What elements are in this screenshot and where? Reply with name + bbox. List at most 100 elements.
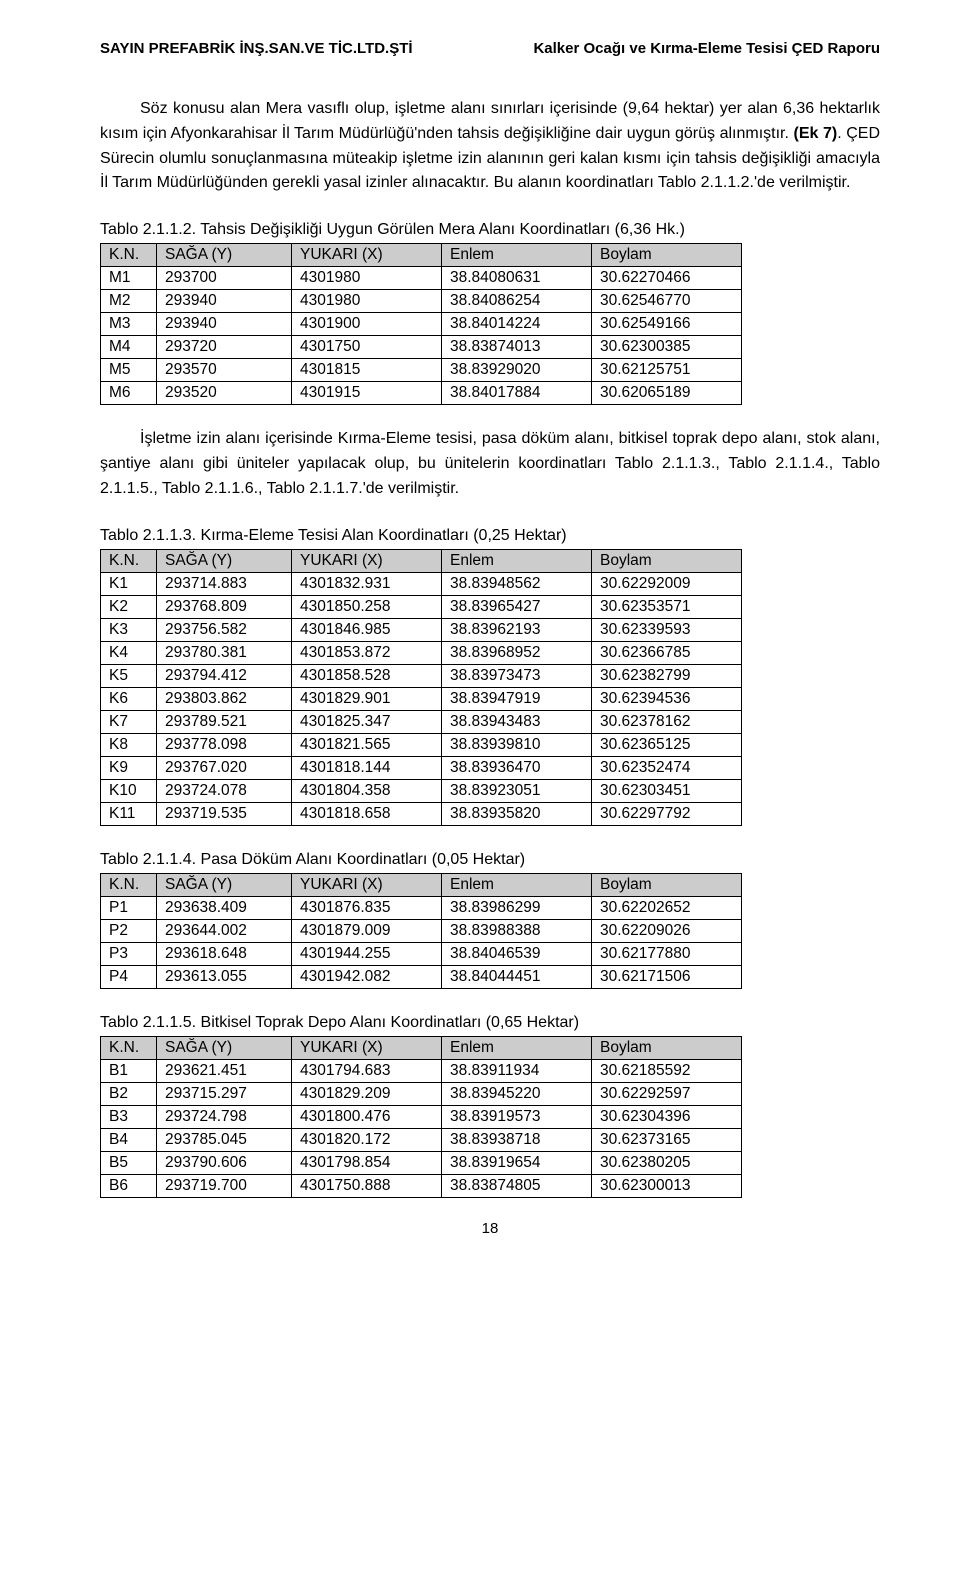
table-cell: 4301858.528 bbox=[292, 664, 442, 687]
table-cell: 30.62270466 bbox=[592, 267, 742, 290]
table-cell: 30.62292597 bbox=[592, 1083, 742, 1106]
table-row: K10293724.0784301804.35838.8392305130.62… bbox=[101, 779, 742, 802]
col-yx: YUKARI (X) bbox=[292, 1037, 442, 1060]
table-cell: 38.84080631 bbox=[442, 267, 592, 290]
table-cell: 38.83935820 bbox=[442, 802, 592, 825]
table-cell: 30.62352474 bbox=[592, 756, 742, 779]
table-cell: 4301879.009 bbox=[292, 920, 442, 943]
table-cell: 293644.002 bbox=[157, 920, 292, 943]
col-bo: Boylam bbox=[592, 244, 742, 267]
table-cell: 38.83939810 bbox=[442, 733, 592, 756]
table-cell: 4301876.835 bbox=[292, 897, 442, 920]
table-cell: 4301942.082 bbox=[292, 966, 442, 989]
table-cell: 30.62382799 bbox=[592, 664, 742, 687]
table2-body: M1293700430198038.8408063130.62270466M22… bbox=[101, 267, 742, 405]
table-row: B3293724.7984301800.47638.8391957330.623… bbox=[101, 1106, 742, 1129]
col-sy: SAĞA (Y) bbox=[157, 1037, 292, 1060]
table-cell: 293720 bbox=[157, 336, 292, 359]
table-cell: K3 bbox=[101, 618, 157, 641]
table-cell: 293780.381 bbox=[157, 641, 292, 664]
table-row: K7293789.5214301825.34738.8394348330.623… bbox=[101, 710, 742, 733]
table-cell: 4301915 bbox=[292, 382, 442, 405]
table-row: K4293780.3814301853.87238.8396895230.623… bbox=[101, 641, 742, 664]
col-sy: SAĞA (Y) bbox=[157, 549, 292, 572]
table-cell: 293724.798 bbox=[157, 1106, 292, 1129]
table-cell: 30.62065189 bbox=[592, 382, 742, 405]
table-cell: 4301850.258 bbox=[292, 595, 442, 618]
para1-a: Söz konusu alan Mera vasıflı olup, işlet… bbox=[100, 100, 880, 142]
table-cell: 38.83923051 bbox=[442, 779, 592, 802]
table-cell: 293621.451 bbox=[157, 1060, 292, 1083]
table-cell: B5 bbox=[101, 1152, 157, 1175]
table-cell: 4301829.209 bbox=[292, 1083, 442, 1106]
table-cell: K6 bbox=[101, 687, 157, 710]
table-cell: P1 bbox=[101, 897, 157, 920]
table-cell: 4301846.985 bbox=[292, 618, 442, 641]
table-cell: 293700 bbox=[157, 267, 292, 290]
table-cell: 4301804.358 bbox=[292, 779, 442, 802]
col-yx: YUKARI (X) bbox=[292, 244, 442, 267]
table-header-row: K.N. SAĞA (Y) YUKARI (X) Enlem Boylam bbox=[101, 874, 742, 897]
table-cell: 30.62373165 bbox=[592, 1129, 742, 1152]
table-cell: 38.83919654 bbox=[442, 1152, 592, 1175]
table-cell: 293940 bbox=[157, 290, 292, 313]
table-cell: 38.83947919 bbox=[442, 687, 592, 710]
table-cell: M3 bbox=[101, 313, 157, 336]
header-right: Kalker Ocağı ve Kırma-Eleme Tesisi ÇED R… bbox=[533, 40, 880, 57]
table-cell: 4301900 bbox=[292, 313, 442, 336]
col-yx: YUKARI (X) bbox=[292, 874, 442, 897]
para1-ek: (Ek 7) bbox=[794, 125, 838, 142]
table-cell: 38.83968952 bbox=[442, 641, 592, 664]
table-cell: B1 bbox=[101, 1060, 157, 1083]
table-row: K11293719.5354301818.65838.8393582030.62… bbox=[101, 802, 742, 825]
table-cell: 30.62171506 bbox=[592, 966, 742, 989]
table-cell: 38.84086254 bbox=[442, 290, 592, 313]
table-cell: 38.84044451 bbox=[442, 966, 592, 989]
table-cell: 293520 bbox=[157, 382, 292, 405]
table-cell: 38.83943483 bbox=[442, 710, 592, 733]
table-cell: 38.83929020 bbox=[442, 359, 592, 382]
table-cell: M2 bbox=[101, 290, 157, 313]
table-cell: 30.62549166 bbox=[592, 313, 742, 336]
table-cell: 30.62546770 bbox=[592, 290, 742, 313]
table-cell: 38.83986299 bbox=[442, 897, 592, 920]
table-2114: K.N. SAĞA (Y) YUKARI (X) Enlem Boylam P1… bbox=[100, 873, 742, 989]
table-cell: K8 bbox=[101, 733, 157, 756]
table-cell: 4301800.476 bbox=[292, 1106, 442, 1129]
table-cell: 30.62125751 bbox=[592, 359, 742, 382]
table-row: P2293644.0024301879.00938.8398838830.622… bbox=[101, 920, 742, 943]
col-yx: YUKARI (X) bbox=[292, 549, 442, 572]
table-cell: 4301980 bbox=[292, 267, 442, 290]
table5-caption: Tablo 2.1.1.5. Bitkisel Toprak Depo Alan… bbox=[100, 1011, 880, 1034]
table-cell: K4 bbox=[101, 641, 157, 664]
table-row: B1293621.4514301794.68338.8391193430.621… bbox=[101, 1060, 742, 1083]
table2-caption: Tablo 2.1.1.2. Tahsis Değişikliği Uygun … bbox=[100, 218, 880, 241]
table-cell: 293714.883 bbox=[157, 572, 292, 595]
table-cell: M4 bbox=[101, 336, 157, 359]
paragraph-2: İşletme izin alanı içerisinde Kırma-Elem… bbox=[100, 427, 880, 501]
table-cell: 293789.521 bbox=[157, 710, 292, 733]
page-header: SAYIN PREFABRİK İNŞ.SAN.VE TİC.LTD.ŞTİ K… bbox=[100, 40, 880, 57]
table-cell: B6 bbox=[101, 1175, 157, 1198]
table-cell: 4301825.347 bbox=[292, 710, 442, 733]
table-row: P1293638.4094301876.83538.8398629930.622… bbox=[101, 897, 742, 920]
table-cell: 30.62209026 bbox=[592, 920, 742, 943]
table-row: K8293778.0984301821.56538.8393981030.623… bbox=[101, 733, 742, 756]
table-row: M3293940430190038.8401422430.62549166 bbox=[101, 313, 742, 336]
table-cell: 293778.098 bbox=[157, 733, 292, 756]
table-cell: 293767.020 bbox=[157, 756, 292, 779]
table-cell: 293570 bbox=[157, 359, 292, 382]
table-cell: 4301750 bbox=[292, 336, 442, 359]
table3-caption: Tablo 2.1.1.3. Kırma-Eleme Tesisi Alan K… bbox=[100, 524, 880, 547]
table-cell: K7 bbox=[101, 710, 157, 733]
col-sy: SAĞA (Y) bbox=[157, 874, 292, 897]
table-cell: 4301794.683 bbox=[292, 1060, 442, 1083]
table-cell: 30.62300013 bbox=[592, 1175, 742, 1198]
table-cell: 38.83919573 bbox=[442, 1106, 592, 1129]
table-row: M1293700430198038.8408063130.62270466 bbox=[101, 267, 742, 290]
table-cell: 293803.862 bbox=[157, 687, 292, 710]
col-bo: Boylam bbox=[592, 874, 742, 897]
col-kn: K.N. bbox=[101, 1037, 157, 1060]
table-cell: 38.83938718 bbox=[442, 1129, 592, 1152]
table-cell: 293790.606 bbox=[157, 1152, 292, 1175]
